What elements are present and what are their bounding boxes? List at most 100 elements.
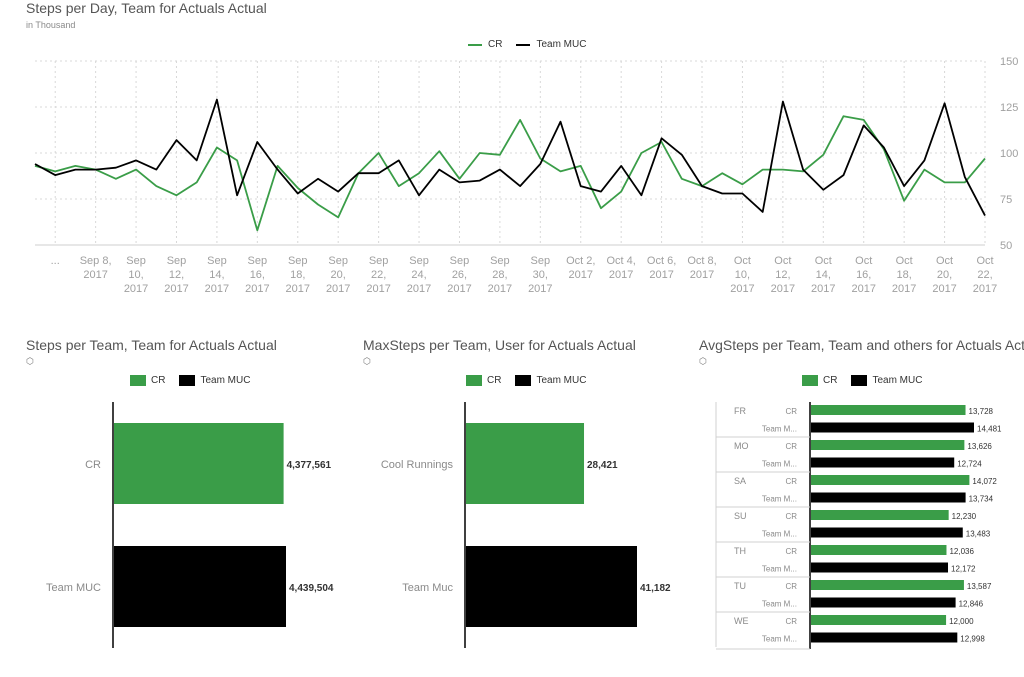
line-chart[interactable]: 50 75 100 125 150... Sep 8, 2017 Sep 10, 2017 Sep 1… (0, 0, 1024, 305)
data-label: 13,626 (967, 442, 992, 451)
team-label: CR (785, 407, 797, 416)
x-tick-label: Oct 10, 2017 (730, 255, 754, 295)
bar-chart-1-legend[interactable]: CR Team MUC (130, 375, 264, 386)
day-label: WE (734, 616, 749, 626)
legend-label-team-muc: Team MUC (536, 39, 587, 50)
legend-label-team-muc: Team MUC (536, 375, 587, 386)
day-label: TH (734, 546, 746, 556)
bar-team-muc[interactable] (811, 457, 955, 468)
line-chart-legend[interactable]: CR Team MUC (468, 39, 600, 50)
cube-icon: ⬡ (699, 356, 707, 366)
legend-swatch-cr (802, 375, 818, 386)
team-label: Team M... (762, 530, 797, 539)
data-label: 12,000 (949, 617, 974, 626)
x-tick-label: Oct 16, 2017 (851, 255, 875, 295)
legend-line-team-muc (516, 43, 531, 46)
series-line-team-muc[interactable] (34, 98, 986, 217)
day-label: SA (734, 476, 746, 486)
bar-cr[interactable] (811, 510, 949, 520)
data-label: 12,230 (952, 512, 977, 521)
day-label: MO (734, 441, 749, 451)
day-label: FR (734, 406, 746, 416)
legend-line-cr (468, 43, 482, 46)
legend-item-cr[interactable]: CR (802, 375, 837, 386)
x-tick-label: Sep 22, 2017 (366, 255, 390, 295)
bar-cr[interactable] (811, 405, 966, 415)
bar-chart-2-legend[interactable]: CR Team MUC (466, 375, 600, 386)
bar-team-muc[interactable] (466, 546, 637, 627)
bar-chart-2-title: MaxSteps per Team, User for Actuals Actu… (363, 337, 636, 353)
legend-swatch-team-muc (515, 375, 532, 386)
bar-team-muc[interactable] (811, 562, 949, 573)
team-label: Team M... (762, 495, 797, 504)
x-tick-label: Sep 12, 2017 (164, 255, 188, 295)
x-tick-label: Oct 22, 2017 (973, 255, 997, 295)
bar-cr[interactable] (466, 423, 585, 504)
bar-cr[interactable] (811, 580, 964, 590)
team-label: Team M... (762, 565, 797, 574)
team-label: Team M... (762, 600, 797, 609)
y-tick-label: 75 (1000, 194, 1012, 206)
x-tick-label: Sep 30, 2017 (528, 255, 552, 295)
series-line-cr[interactable] (34, 115, 986, 232)
x-tick-label: Oct 2, 2017 (566, 255, 595, 281)
legend-item-team-muc[interactable]: Team MUC (516, 39, 586, 50)
bar-team-muc[interactable] (811, 527, 963, 538)
bar-team-muc[interactable] (811, 422, 974, 433)
x-tick-label: Sep 26, 2017 (447, 255, 471, 295)
legend-label-cr: CR (151, 375, 166, 386)
x-tick-label: Oct 8, 2017 (687, 255, 716, 281)
legend-swatch-cr (130, 375, 146, 386)
line-chart-subtitle: in Thousand (26, 20, 76, 30)
legend-swatch-team-muc (851, 375, 868, 386)
cube-icon: ⬡ (26, 356, 34, 366)
bar-cr[interactable] (114, 423, 284, 504)
legend-label-cr: CR (823, 375, 838, 386)
data-label: 12,846 (959, 600, 984, 609)
x-tick-label: Sep 20, 2017 (326, 255, 350, 295)
day-label: SU (734, 511, 747, 521)
data-label: 4,377,561 (287, 460, 332, 471)
legend-item-cr[interactable]: CR (130, 375, 165, 386)
bar-chart-1[interactable]: CR 4,377,561 Team MUC 4,439,504 (0, 390, 350, 660)
data-label: 12,998 (960, 635, 985, 644)
legend-item-team-muc[interactable]: Team MUC (515, 375, 586, 386)
x-tick-label: ... (51, 255, 60, 267)
day-label: TU (734, 581, 746, 591)
legend-label-cr: CR (488, 39, 503, 50)
data-label: 28,421 (587, 460, 618, 471)
y-tick-label: 125 (1000, 102, 1018, 114)
category-label: Cool Runnings (381, 459, 454, 471)
bar-team-muc[interactable] (811, 632, 958, 643)
bar-team-muc[interactable] (811, 597, 956, 608)
y-tick-label: 100 (1000, 148, 1018, 160)
x-tick-label: Sep 14, 2017 (205, 255, 229, 295)
legend-item-team-muc[interactable]: Team MUC (851, 375, 922, 386)
bar-cr[interactable] (811, 475, 970, 485)
x-tick-label: Sep 10, 2017 (124, 255, 148, 295)
x-tick-label: Oct 12, 2017 (771, 255, 795, 295)
x-tick-label: Oct 20, 2017 (932, 255, 956, 295)
legend-item-cr[interactable]: CR (468, 39, 502, 50)
bar-cr[interactable] (811, 440, 965, 450)
bar-team-muc[interactable] (114, 546, 286, 627)
bar-chart-1-title: Steps per Team, Team for Actuals Actual (26, 337, 277, 353)
bar-cr[interactable] (811, 615, 947, 625)
bar-chart-2[interactable]: Cool Runnings 28,421 Team Muc 41,182 (350, 390, 695, 660)
data-label: 41,182 (640, 583, 671, 594)
bar-chart-3-legend[interactable]: CR Team MUC (802, 375, 936, 386)
x-tick-label: Oct 4, 2017 (606, 255, 635, 281)
bar-chart-3[interactable]: FR CR 13,728 Team M... 14,481 MO CR 13,626 Team … (700, 390, 1024, 655)
x-tick-label: Sep 24, 2017 (407, 255, 431, 295)
bar-cr[interactable] (811, 545, 947, 555)
team-label: CR (785, 442, 797, 451)
data-label: 14,481 (977, 425, 1002, 434)
team-label: CR (785, 582, 797, 591)
team-label: CR (785, 547, 797, 556)
legend-item-cr[interactable]: CR (466, 375, 501, 386)
legend-item-team-muc[interactable]: Team MUC (179, 375, 250, 386)
bar-team-muc[interactable] (811, 492, 966, 503)
cube-icon: ⬡ (363, 356, 371, 366)
data-label: 12,724 (957, 460, 982, 469)
data-label: 4,439,504 (289, 583, 334, 594)
